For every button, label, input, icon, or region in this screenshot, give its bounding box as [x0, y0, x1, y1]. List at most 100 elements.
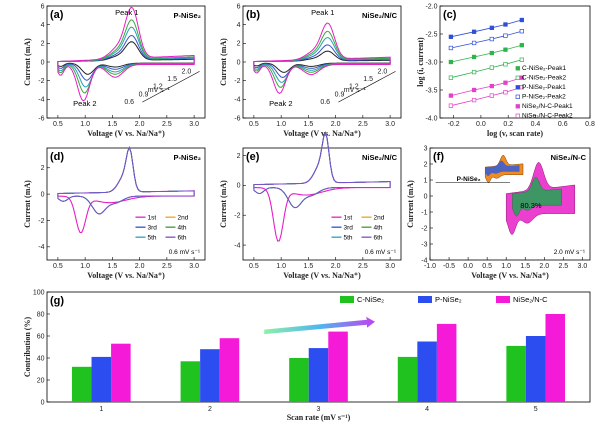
- bar: [308, 348, 329, 402]
- y-tick-label: 2: [41, 165, 45, 172]
- plot-frame: [242, 147, 402, 261]
- legend-label: NiSe₂/N-C: [513, 295, 548, 304]
- x-tick-label: 0.6: [558, 121, 568, 128]
- panel-e: 0.5 1.0 1.5 2.0 2.5 3.0 -4 -2 0 2 Voltage (V vs. N…: [219, 131, 402, 280]
- scan-rate-note: 2.0 mV s⁻¹: [554, 249, 586, 256]
- bar: [436, 323, 457, 402]
- y-axis-label: Contribution (%): [23, 317, 32, 378]
- percent-label: 80.3%: [520, 201, 542, 210]
- panel-label: (c): [443, 9, 457, 21]
- y-tick-label: -4: [38, 244, 44, 251]
- x-tick-label: 2.0: [539, 263, 549, 270]
- legend-label: 5th: [343, 235, 352, 242]
- legend-label: P-NiSe₂: [435, 295, 462, 304]
- x-tick-label: 2: [208, 406, 212, 413]
- legend-label: P-NiSe₂-Peak1: [522, 84, 566, 91]
- data-point: [448, 59, 454, 65]
- x-tick-label: 4: [425, 406, 429, 413]
- x-tick-label: 2.5: [162, 121, 172, 128]
- y-tick-label: 0: [424, 193, 428, 200]
- x-tick-label: 3: [317, 406, 321, 413]
- y-tick-label: -4.0: [425, 115, 437, 122]
- x-tick-label: 1.0: [276, 263, 286, 270]
- x-tick-label: 5: [534, 406, 538, 413]
- panel-a: 0.5 1.0 1.5 2.0 2.5 3.0 -6 -4 -2 0 2 4 6 Voltage (V v…: [23, 3, 206, 138]
- data-point: [448, 103, 454, 108]
- data-point: [503, 80, 508, 85]
- x-axis-label: log (v, scan rate): [487, 129, 543, 138]
- panel-label: (g): [50, 295, 64, 307]
- y-tick-label: 0: [237, 59, 241, 66]
- y-tick-label: 60: [37, 333, 45, 340]
- x-tick-label: -1.0: [424, 263, 436, 270]
- y-axis-label: log (i, current): [416, 37, 425, 87]
- y-tick-label: -1: [421, 209, 427, 216]
- data-point: [519, 57, 524, 62]
- bar: [545, 314, 566, 402]
- data-point: [519, 29, 524, 34]
- y-tick-label: -2: [38, 218, 44, 225]
- cv-curve-2.0: [253, 22, 391, 94]
- cv-curve-2.0: [57, 6, 195, 102]
- legend-label: 3rd: [147, 225, 157, 232]
- data-point: [448, 93, 454, 98]
- legend-label: 1st: [343, 215, 352, 222]
- y-tick-label: -2: [234, 213, 240, 220]
- scan-rate-note: 0.6 mV s⁻¹: [169, 249, 201, 256]
- data-point: [503, 22, 508, 27]
- y-tick-label: -4: [421, 257, 427, 264]
- legend-swatch: [340, 296, 354, 303]
- y-tick-label: 1: [424, 177, 428, 184]
- scan-rate-label: 1.5: [363, 76, 373, 83]
- data-point: [471, 69, 477, 75]
- y-tick-label: -2.0: [425, 3, 437, 10]
- bar: [397, 356, 418, 402]
- x-tick-label: 0.5: [482, 263, 492, 270]
- x-tick-label: 2.0: [331, 263, 341, 270]
- y-tick-label: -4: [234, 97, 240, 104]
- x-tick-label: 3.0: [385, 121, 395, 128]
- fit-line: [450, 59, 522, 79]
- data-point: [448, 75, 454, 80]
- panel-title: NiSe₂/N-C: [551, 153, 587, 162]
- legend-marker: [515, 104, 520, 109]
- panel-title: P-NiSe₂: [173, 153, 201, 162]
- x-tick-label: 0.5: [53, 263, 63, 270]
- x-axis-label: Voltage (V vs. Na/Na⁺): [471, 271, 549, 280]
- x-tick-label: 2.5: [358, 121, 368, 128]
- data-point: [471, 40, 477, 46]
- panel-title: NiSe₂/N/C: [362, 11, 398, 20]
- x-tick-label: 2.0: [331, 121, 341, 128]
- y-axis-label: Current (mA): [23, 180, 32, 228]
- x-tick-label: 3.0: [578, 263, 588, 270]
- data-point: [489, 83, 494, 89]
- x-tick-label: 2.5: [162, 263, 172, 270]
- inset-capacitive-area: [485, 160, 520, 177]
- legend-label: 5th: [147, 235, 156, 242]
- x-tick-label: 0.8: [585, 121, 595, 128]
- y-tick-label: -3: [421, 241, 427, 248]
- x-tick-label: 0.5: [249, 263, 259, 270]
- cycle-curve-6th: [253, 131, 391, 209]
- data-point: [489, 25, 494, 30]
- y-tick-label: 6: [41, 3, 45, 10]
- scan-rate-unit: mV s⁻¹: [148, 87, 171, 94]
- legend-label: 1st: [147, 215, 156, 222]
- x-tick-label: 1.0: [276, 121, 286, 128]
- bar: [111, 343, 131, 402]
- legend-label: C-NiSe₂-Peak1: [522, 65, 566, 72]
- legend-label: 6th: [177, 235, 186, 242]
- plot-frame: [429, 147, 591, 261]
- legend-label: 6th: [373, 235, 382, 242]
- inset-label: P-NiSe₂: [457, 176, 481, 183]
- data-point: [519, 43, 524, 48]
- y-axis-label: Current (mA): [406, 180, 415, 228]
- x-tick-label: 1.5: [520, 263, 530, 270]
- bar: [525, 336, 546, 402]
- y-axis-label: Current (mA): [23, 38, 32, 86]
- scan-rate-label: 2.0: [378, 68, 388, 75]
- y-tick-label: 40: [37, 355, 45, 362]
- x-tick-label: 2.0: [135, 263, 145, 270]
- y-tick-label: -4: [234, 242, 240, 249]
